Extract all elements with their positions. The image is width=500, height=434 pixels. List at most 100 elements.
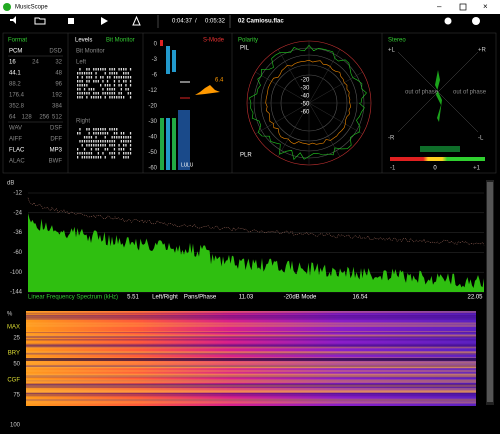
- y-tick-label: -60: [13, 250, 22, 256]
- format-item: BWF: [49, 159, 63, 165]
- bit-cell: [129, 144, 132, 147]
- bit-cell: [129, 132, 132, 135]
- format-item: 512: [52, 115, 63, 121]
- stereo-scale-label: 0: [433, 166, 437, 172]
- bit-cell: [118, 136, 120, 139]
- y-tick-label: -144: [10, 290, 23, 296]
- bit-cell: [102, 128, 104, 131]
- bit-cell: [86, 80, 88, 83]
- stereo-right-phase: out of phase: [453, 90, 487, 96]
- bit-cell: [79, 80, 81, 83]
- scroll-thumb[interactable]: [487, 182, 493, 402]
- bit-cell: [123, 68, 125, 71]
- spectrogram-band: [26, 390, 476, 393]
- bit-cell: [77, 92, 79, 95]
- spectrogram-band: [26, 374, 476, 378]
- bit-cell: [93, 144, 95, 147]
- bit-cell: [95, 148, 97, 151]
- eject-button[interactable]: [132, 15, 141, 26]
- meter-scale-label: -40: [148, 135, 157, 141]
- meter-scale-label: -60: [148, 166, 157, 172]
- close-button[interactable]: ×: [483, 2, 488, 11]
- spectrogram-band: [26, 347, 476, 349]
- bit-cell: [123, 144, 125, 147]
- meter-scale-label: -6: [152, 73, 158, 79]
- spectrogram-band: [26, 394, 476, 397]
- levels-mode: Bit Monitor: [106, 38, 135, 44]
- spectrum: -12 -24 -36 -60 -100 -144 5.51 Left/Right Pans/P…: [10, 191, 485, 301]
- info-button[interactable]: [472, 17, 480, 25]
- spectrum-title: Linear Frequency Spectrum (kHz): [28, 295, 118, 301]
- bit-cell: [97, 156, 99, 159]
- format-item: 16: [9, 60, 16, 66]
- toolbar: 0:04:37 / 0:05:32 02 Camiosu.flac: [10, 15, 480, 28]
- bit-cell: [111, 152, 113, 155]
- spectrogram-band: [26, 369, 476, 373]
- bit-cell: [79, 92, 81, 95]
- bit-cell: [86, 76, 88, 79]
- y-tick-label: 75: [13, 393, 20, 399]
- spectrogram-band: [26, 335, 476, 338]
- minimize-button[interactable]: –: [437, 2, 442, 11]
- volume-button[interactable]: [10, 16, 16, 24]
- bit-cell: [86, 92, 88, 95]
- levels-title: Levels: [75, 38, 92, 44]
- spectrogram-band: [26, 387, 476, 391]
- play-button[interactable]: [101, 17, 108, 25]
- bit-cell: [113, 96, 116, 99]
- bit-cell: [102, 132, 104, 135]
- open-button[interactable]: [34, 17, 46, 25]
- bit-cell: [123, 96, 125, 99]
- format-item: ALAC: [9, 159, 25, 165]
- bit-cell: [106, 80, 109, 83]
- polar-spoke: [255, 71, 310, 104]
- bit-cell: [104, 96, 106, 99]
- stereo-scope: [390, 51, 485, 161]
- bit-cell: [113, 140, 116, 143]
- bit-cell: [106, 76, 109, 79]
- spectrogram-band: [26, 338, 476, 341]
- bit-cell: [93, 156, 95, 159]
- bit-cell: [129, 148, 132, 151]
- bit-cell: [102, 140, 104, 143]
- bit-cell: [77, 148, 79, 151]
- spectrogram-band: [26, 373, 476, 376]
- meter-scale-label: -30: [148, 119, 157, 125]
- stereo-scale: -1 0 +1: [390, 166, 481, 172]
- bit-cell: [86, 96, 88, 99]
- format-item: 128: [22, 115, 33, 121]
- bit-cell: [104, 84, 106, 87]
- bit-cell: [113, 80, 116, 83]
- bit-cell: [88, 132, 90, 135]
- bit-cell: [79, 88, 81, 91]
- bit-cell: [88, 72, 90, 75]
- bit-cell: [93, 132, 95, 135]
- bit-cell: [97, 128, 99, 131]
- x-tick-label: -20dB Mode: [284, 295, 317, 301]
- bit-cell: [120, 88, 122, 91]
- bit-cell: [79, 84, 81, 87]
- spectrogram-band: [26, 343, 476, 347]
- spectrogram-band: [26, 312, 476, 314]
- bit-cell: [113, 144, 116, 147]
- bit-cell: [77, 96, 79, 99]
- bit-cell: [118, 68, 120, 71]
- maximize-button[interactable]: [459, 3, 467, 11]
- bit-cell: [125, 136, 127, 139]
- polar-ring-label: -50: [301, 102, 310, 108]
- bit-cell: [81, 80, 83, 83]
- spectrogram-band: [26, 315, 476, 318]
- stereo-scale-label: -1: [390, 166, 396, 172]
- bit-cell: [120, 96, 122, 99]
- bit-cell: [86, 152, 88, 155]
- settings-button[interactable]: [444, 17, 452, 25]
- stereo-bottom-right: -L: [478, 136, 484, 142]
- meter-mode: S-Mode: [203, 38, 225, 44]
- bit-cell: [116, 96, 118, 99]
- polar-spoke: [308, 71, 363, 104]
- stop-button[interactable]: [68, 18, 74, 24]
- bit-cell: [129, 152, 132, 155]
- bit-cell: [113, 84, 116, 87]
- bit-cell: [125, 140, 127, 143]
